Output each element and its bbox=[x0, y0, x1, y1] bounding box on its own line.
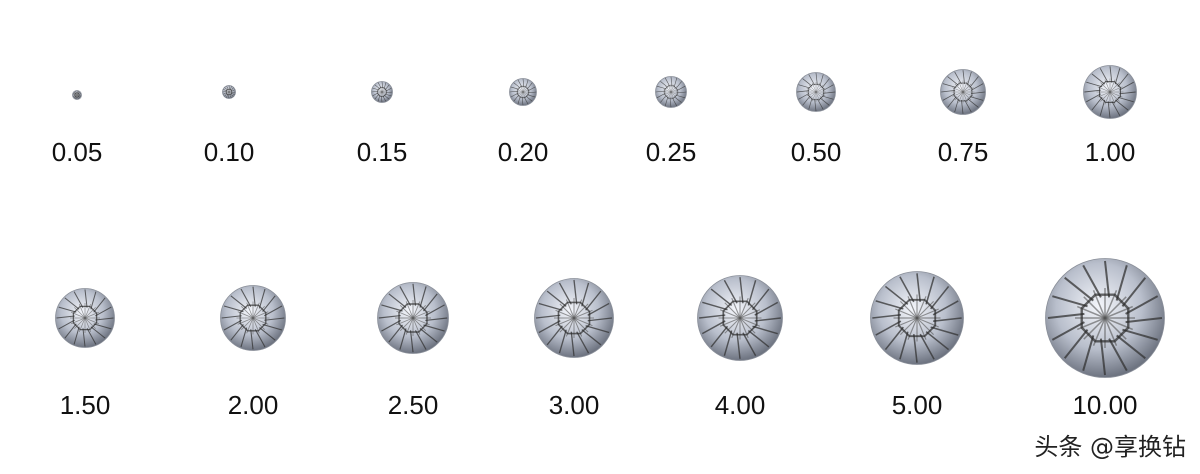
diamond-icon bbox=[1045, 258, 1165, 383]
diamond-icon bbox=[377, 282, 449, 359]
diamond-icon bbox=[940, 69, 986, 120]
carat-label: 0.10 bbox=[203, 137, 255, 167]
carat-label: 1.50 bbox=[59, 390, 111, 420]
diamond-icon bbox=[220, 285, 286, 356]
carat-label: 0.75 bbox=[937, 137, 989, 167]
carat-label: 0.50 bbox=[790, 137, 842, 167]
carat-label: 0.15 bbox=[356, 137, 408, 167]
diamond-icon bbox=[371, 81, 393, 108]
diamond-icon bbox=[697, 275, 783, 366]
diamond-icon bbox=[870, 271, 964, 370]
diamond-icon bbox=[534, 278, 614, 363]
carat-label: 0.05 bbox=[51, 137, 103, 167]
diamond-icon bbox=[222, 85, 236, 104]
carat-label: 2.00 bbox=[227, 390, 279, 420]
carat-label: 10.00 bbox=[1072, 390, 1138, 420]
carat-label: 4.00 bbox=[714, 390, 766, 420]
carat-label: 2.50 bbox=[387, 390, 439, 420]
carat-label: 0.25 bbox=[645, 137, 697, 167]
diamond-icon bbox=[72, 87, 82, 105]
carat-label: 5.00 bbox=[891, 390, 943, 420]
diamond-icon bbox=[796, 72, 836, 117]
carat-label: 3.00 bbox=[548, 390, 600, 420]
diamond-icon bbox=[509, 78, 537, 111]
watermark: 头条 @享换钻 bbox=[1034, 433, 1186, 461]
carat-label: 1.00 bbox=[1084, 137, 1136, 167]
diamond-icon bbox=[1083, 65, 1137, 124]
diamond-icon bbox=[655, 76, 687, 113]
diamond-icon bbox=[55, 288, 115, 353]
carat-label: 0.20 bbox=[497, 137, 549, 167]
